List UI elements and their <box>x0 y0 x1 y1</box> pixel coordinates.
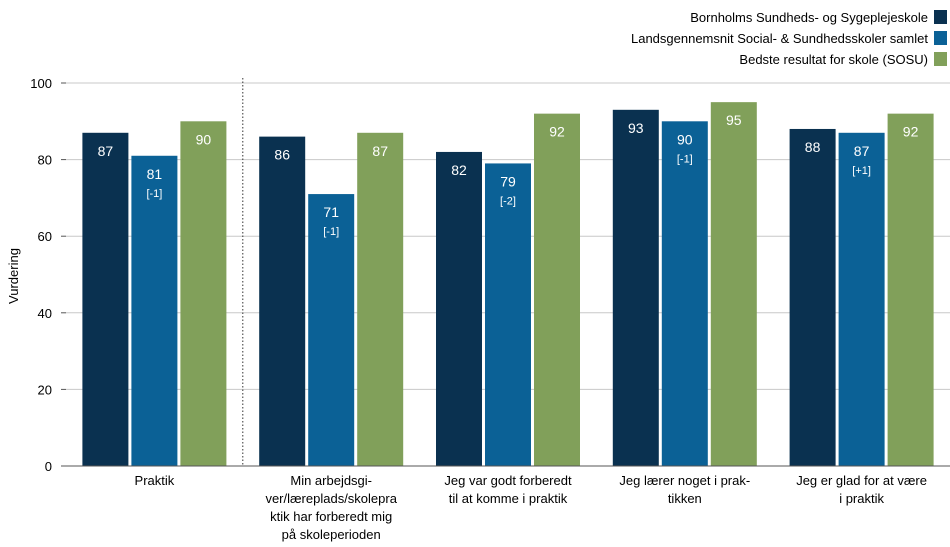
bar <box>710 102 757 467</box>
x-tick-label: Min arbejdsgi- <box>290 473 372 488</box>
bar <box>887 113 934 466</box>
x-tick-label: tikken <box>668 491 702 506</box>
legend-label: Landsgennemsnit Social- & Sundhedsskoler… <box>631 31 928 46</box>
bar-value-label: 93 <box>628 120 644 136</box>
x-tick-label: Jeg lærer noget i prak- <box>619 473 750 488</box>
bars: 87 81 [-1] 90 86 71 [-1] 87 82 79 [-2] 92 93 90 [-1] 95… <box>82 102 934 467</box>
bar-value-label: 88 <box>805 139 821 155</box>
bar <box>661 121 708 467</box>
bar-value-label: 71 <box>323 204 339 220</box>
x-tick-label: Praktik <box>135 473 175 488</box>
x-tick-label: til at komme i praktik <box>449 491 568 506</box>
bar <box>485 163 531 466</box>
bar-value-label: 92 <box>549 124 565 140</box>
bar-value-label: 92 <box>903 124 919 140</box>
y-axis-label: Vurdering <box>6 248 21 304</box>
bar-change-note: [-1] <box>323 226 339 238</box>
bar <box>789 128 836 466</box>
bar-value-label: 86 <box>274 147 290 163</box>
bar <box>308 194 355 466</box>
x-tick-label: ktik har forberedt mig <box>270 509 392 524</box>
bar-value-label: 87 <box>98 143 114 159</box>
legend-swatch <box>934 10 947 24</box>
x-axis: Praktik Min arbejdsgi-ver/læreplads/skole… <box>66 465 950 542</box>
bar-value-label: 82 <box>451 162 467 178</box>
legend-label: Bedste resultat for skole (SOSU) <box>739 52 928 67</box>
bar <box>612 109 659 466</box>
legend-swatch <box>934 31 947 45</box>
bar <box>838 132 885 467</box>
legend: Bornholms Sundheds- og Sygeplejeskole Lan… <box>631 10 947 67</box>
bar <box>180 121 227 467</box>
bar <box>534 113 580 466</box>
bar-change-note: [+1] <box>852 165 871 177</box>
bar-change-note: [-2] <box>500 195 516 207</box>
y-tick-label: 0 <box>45 459 52 474</box>
bar-value-label: 95 <box>726 112 742 128</box>
bar-value-label: 90 <box>677 131 693 147</box>
bar <box>259 136 306 466</box>
bar <box>82 132 129 467</box>
x-tick-label: ver/læreplads/skolepra <box>265 491 397 506</box>
bar-value-label: 90 <box>196 131 212 147</box>
bar-value-label: 87 <box>372 143 388 159</box>
y-tick-label: 40 <box>38 306 52 321</box>
x-tick-label: i praktik <box>839 491 884 506</box>
y-tick-label: 20 <box>38 382 52 397</box>
bar-value-label: 81 <box>147 166 163 182</box>
y-tick-label: 60 <box>38 229 52 244</box>
x-tick-label: Jeg er glad for at være <box>796 473 927 488</box>
bar <box>436 151 482 466</box>
x-tick-label: på skoleperioden <box>282 527 381 542</box>
bar-value-label: 79 <box>500 173 516 189</box>
y-axis: Vurdering 0 20 40 60 80 100 <box>6 76 66 474</box>
bar-value-label: 87 <box>854 143 870 159</box>
y-tick-label: 80 <box>38 153 52 168</box>
y-tick-label: 100 <box>30 76 52 91</box>
legend-label: Bornholms Sundheds- og Sygeplejeskole <box>690 10 928 25</box>
bar-change-note: [-1] <box>146 188 162 200</box>
bar <box>131 155 178 466</box>
x-tick-label: Jeg var godt forberedt <box>444 473 572 488</box>
legend-swatch <box>934 52 947 66</box>
bar-change-note: [-1] <box>677 153 693 165</box>
bar <box>357 132 404 467</box>
